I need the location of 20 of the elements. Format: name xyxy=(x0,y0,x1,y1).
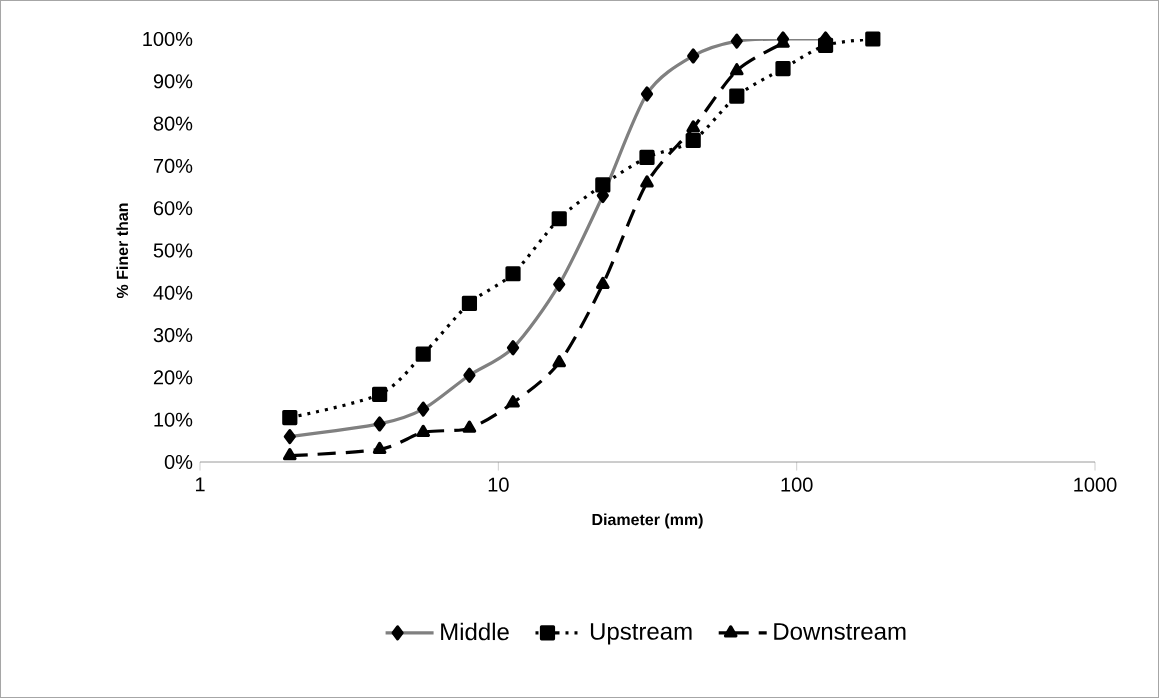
y-tick-label: 30% xyxy=(153,328,193,343)
x-tick-label: 100 xyxy=(781,477,813,492)
x-tick-label: 10 xyxy=(488,477,509,492)
y-tick-label: 10% xyxy=(154,412,193,427)
legend-label: Middle xyxy=(441,622,509,641)
legend-label: Upstream xyxy=(590,623,692,645)
x-tick-label: 1000 xyxy=(1074,477,1117,492)
y-tick-label: 20% xyxy=(153,370,193,385)
legend-label: Downstream xyxy=(774,623,906,640)
y-axis-title: % Finer than xyxy=(116,203,129,299)
x-axis-title: Diameter (mm) xyxy=(592,513,703,529)
y-tick-label: 50% xyxy=(153,243,193,258)
y-tick-label: 100% xyxy=(143,31,193,47)
y-tick-label: 0% xyxy=(164,454,193,470)
y-tick-label: 90% xyxy=(153,74,193,89)
y-tick-label: 80% xyxy=(153,116,193,131)
y-tick-label: 60% xyxy=(153,201,193,216)
x-tick-label: 1 xyxy=(195,477,205,492)
y-tick-label: 70% xyxy=(153,158,193,173)
y-tick-label: 40% xyxy=(153,285,193,300)
